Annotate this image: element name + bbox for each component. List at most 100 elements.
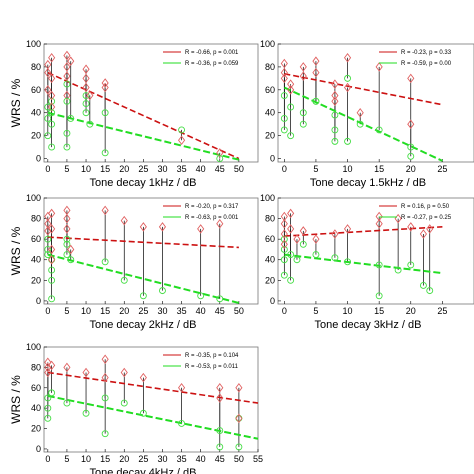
diamond-marker [299,62,307,72]
x-tick-label: 10 [343,164,353,174]
diamond-marker [287,85,295,95]
circle-marker [312,251,320,259]
circle-marker [287,132,295,140]
regression-line-green [47,253,240,304]
x-tick-label: 10 [81,164,91,174]
circle-marker [394,266,402,274]
circle-marker [44,404,52,412]
legend-label: R = -0.66, p = 0.001 [185,50,239,56]
circle-marker [216,443,224,451]
diamond-marker [407,222,415,232]
diamond-marker [287,208,295,219]
y-tick-label: 100 [26,342,41,352]
circle-marker [63,399,71,407]
circle-marker [312,97,320,105]
x-tick-label: 10 [81,306,91,316]
diamond-marker [48,224,56,234]
circle-marker [63,143,71,151]
x-tick-label: 20 [406,306,416,316]
diamond-marker [82,367,90,378]
circle-marker [178,126,186,134]
diamond-marker [48,244,56,255]
y-tick-label: 100 [260,193,275,203]
x-tick-label: 5 [64,454,69,464]
circle-marker [63,97,71,105]
x-tick-label: 15 [374,164,384,174]
y-tick-label: 40 [31,403,41,413]
circle-marker [63,240,71,248]
y-tick-label: 20 [265,131,275,141]
plot-frame [43,43,259,163]
diamond-marker [44,85,52,95]
circle-marker [63,251,71,259]
regression-line-red [47,236,239,249]
diamond-marker [63,71,71,81]
diamond-marker [101,372,109,383]
diamond-marker [63,90,71,101]
diamond-marker [356,107,364,118]
diamond-marker [44,362,52,373]
circle-marker [48,120,56,128]
circle-marker [293,256,301,264]
x-tick-label: 50 [234,164,244,174]
diamond-marker [63,362,71,373]
diamond-marker [419,229,427,239]
circle-marker [280,115,288,122]
y-tick-label: 0 [36,296,41,306]
diamond-marker [216,148,224,158]
circle-marker [280,126,288,134]
diamond-marker [216,383,224,393]
circle-marker [216,295,224,303]
x-tick-label: 15 [374,306,384,316]
plot-frame [43,346,259,453]
legend-label: R = -0.36, p = 0.059 [185,61,239,67]
regression-line-red [47,371,259,404]
diamond-marker [287,79,295,89]
diamond-marker [101,78,109,88]
diamond-marker [407,73,415,84]
diamond-marker [426,224,434,234]
diamond-marker [101,82,109,93]
x-tick-label: 55 [253,454,263,464]
x-tick-label: 45 [215,454,225,464]
diamond-marker [82,73,90,84]
diamond-marker [280,229,288,239]
x-tick-label: 50 [234,454,244,464]
panel-1: 0 5 10 15 20 25 30 35 40 45 50 0 20 40 60 80 100 Tone dec… [9,39,259,189]
y-tick-label: 100 [260,39,275,49]
x-tick-label: 0 [45,164,50,174]
diamond-marker [44,357,52,368]
x-tick-label: 30 [157,164,167,174]
circle-marker [44,132,52,140]
circle-marker [44,251,52,259]
diamond-marker [44,367,52,378]
circle-marker [82,409,90,417]
diamond-marker [280,67,288,78]
panel-4: 0 5 10 15 20 25 0 20 40 60 80 100 Tone decay 3kHz / … [260,193,474,331]
circle-marker [331,126,339,134]
circle-marker [344,258,351,266]
diamond-marker [139,222,147,232]
x-tick-label: 25 [138,164,148,174]
circle-marker [331,254,339,262]
circle-marker [344,137,351,145]
x-tick-label: 30 [157,454,167,464]
circle-marker [287,251,295,259]
x-tick-label: 20 [119,454,129,464]
legend-label: R = -0.20, p = 0.317 [185,204,239,210]
circle-marker [101,394,109,402]
y-tick-label: 80 [265,214,275,224]
circle-marker [331,111,339,119]
regression-line-red [284,73,443,106]
diamond-marker [48,52,56,63]
circle-marker [139,409,147,417]
y-tick-label: 20 [31,424,41,434]
x-tick-label: 40 [196,306,206,316]
circle-marker [280,92,288,100]
diamond-marker [178,383,186,393]
x-axis-label: Tone decay 1.5kHz / dB [310,177,426,189]
circle-marker [280,271,288,279]
x-tick-label: 0 [282,306,287,316]
regression-line-green [283,86,443,162]
diamond-marker [331,90,339,101]
